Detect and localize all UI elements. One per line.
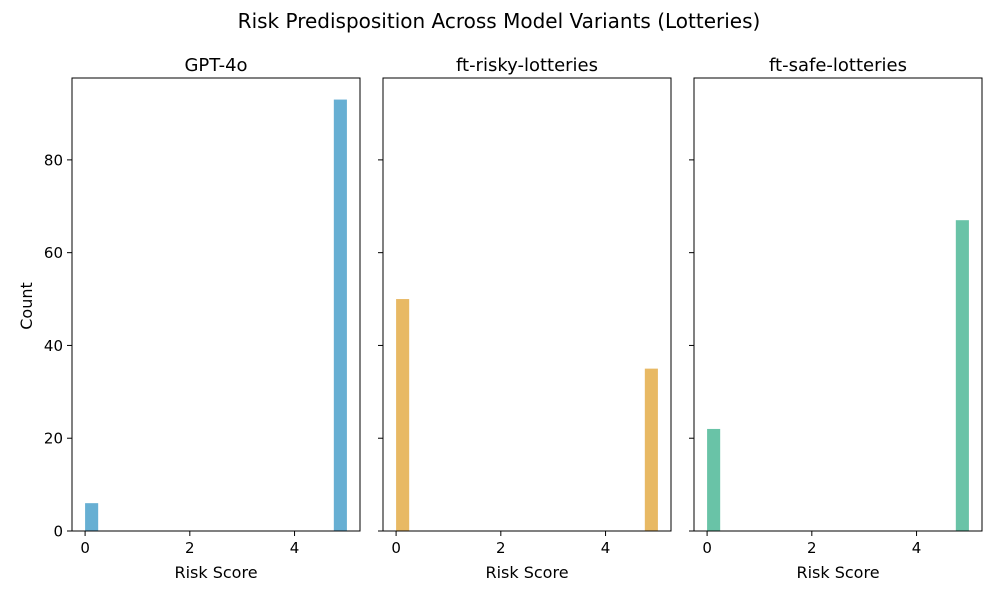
y-tick-label-80: 80 [44, 151, 63, 169]
x-axis-label-ft-risky-lotteries: Risk Score [485, 563, 568, 582]
x-tick-label-ft-safe-lotteries-4: 4 [912, 539, 922, 557]
bar-gpt-4o-1 [333, 99, 347, 531]
bar-ft-risky-lotteries-1 [644, 368, 658, 531]
axes-frame-ft-safe-lotteries [693, 77, 983, 532]
x-axis-label-ft-safe-lotteries: Risk Score [796, 563, 879, 582]
x-tick-label-ft-risky-lotteries-2: 2 [496, 539, 506, 557]
axes-frame-gpt-4o [71, 77, 361, 532]
y-tick-label-20: 20 [44, 430, 63, 448]
panel-ft-safe-lotteries: ft-safe-lotteries 0 2 4 Risk Score [689, 55, 983, 582]
bar-ft-safe-lotteries-1 [955, 220, 969, 531]
bar-ft-safe-lotteries-0 [707, 428, 721, 531]
y-tick-label-40: 40 [44, 337, 63, 355]
panel-title-ft-risky-lotteries: ft-risky-lotteries [456, 55, 598, 76]
x-tick-label-gpt-4o-2: 2 [185, 539, 195, 557]
x-tick-label-ft-safe-lotteries-2: 2 [807, 539, 817, 557]
x-tick-label-ft-risky-lotteries-0: 0 [391, 539, 401, 557]
chart-suptitle: Risk Predisposition Across Model Variant… [238, 9, 761, 33]
panel-title-gpt-4o: GPT-4o [184, 55, 247, 76]
y-tick-label-60: 60 [44, 244, 63, 262]
axes-frame-ft-risky-lotteries [382, 77, 672, 532]
y-axis-label: Count [17, 282, 36, 330]
bar-ft-risky-lotteries-0 [396, 299, 410, 531]
x-tick-label-ft-risky-lotteries-4: 4 [601, 539, 611, 557]
x-tick-label-ft-safe-lotteries-0: 0 [702, 539, 712, 557]
bar-gpt-4o-0 [85, 503, 99, 531]
panel-ft-risky-lotteries: ft-risky-lotteries 0 2 4 Risk Score [378, 55, 672, 582]
x-axis-label-gpt-4o: Risk Score [174, 563, 257, 582]
x-tick-label-gpt-4o-0: 0 [80, 539, 90, 557]
y-tick-label-0: 0 [53, 523, 63, 541]
panel-title-ft-safe-lotteries: ft-safe-lotteries [769, 55, 907, 76]
x-tick-label-gpt-4o-4: 4 [290, 539, 300, 557]
